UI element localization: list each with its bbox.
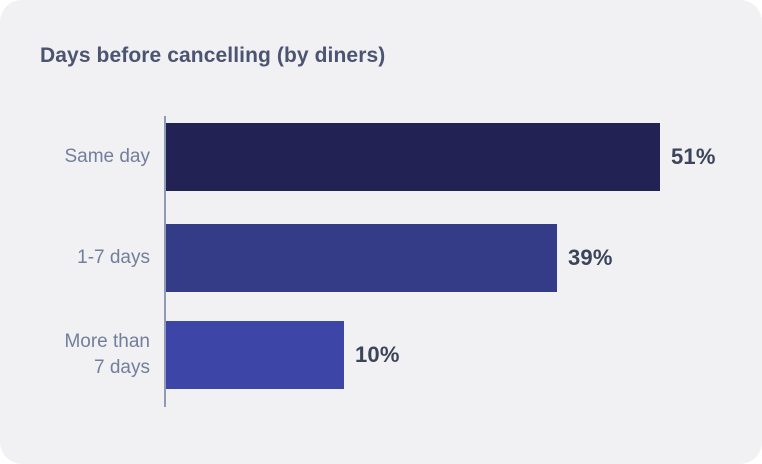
chart-title: Days before cancelling (by diners) (40, 44, 386, 67)
bar-same-day (166, 123, 660, 191)
category-label-same-day: Same day (64, 146, 150, 168)
y-axis-line (164, 116, 166, 407)
category-label-1-7-days: 1-7 days (77, 247, 150, 269)
value-label-1-7-days: 39% (568, 245, 613, 270)
bar-row: 51% (166, 123, 762, 191)
bar-more-than-7-days (166, 321, 344, 389)
category-label-more-than-7-days: More than 7 days (64, 331, 150, 378)
bar-1-7-days (166, 224, 557, 292)
bar-row: 10% (166, 321, 762, 389)
value-label-more-than-7-days: 10% (355, 342, 400, 367)
value-label-same-day: 51% (671, 144, 716, 169)
bar-row: 39% (166, 224, 762, 292)
